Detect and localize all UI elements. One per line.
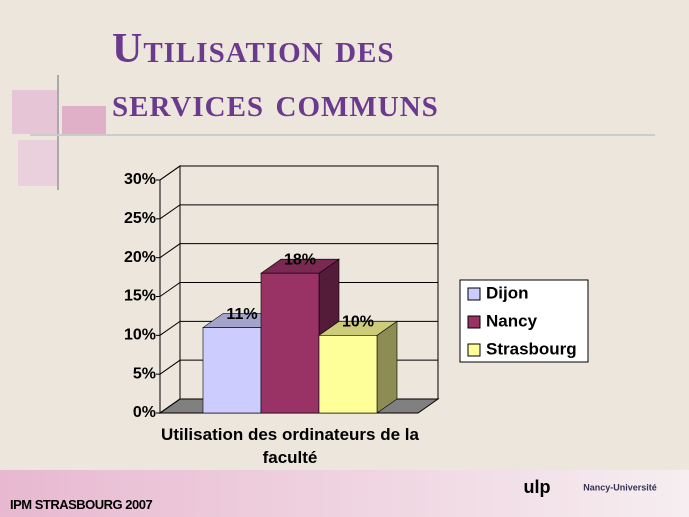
legend-swatch (467, 287, 481, 301)
y-tick-label: 20% (124, 249, 156, 266)
y-tick-label: 0% (133, 404, 156, 421)
footer-band (0, 470, 689, 517)
bar (318, 335, 378, 414)
y-tick-label: 10% (124, 327, 156, 344)
y-tick-label: 15% (124, 288, 156, 305)
legend-box (459, 279, 589, 363)
x-category-label: Utilisation des ordinateurs de la facult… (161, 425, 419, 467)
grid-line (159, 243, 438, 259)
legend-label: Strasbourg (486, 339, 577, 358)
legend-swatch (467, 343, 481, 357)
logo-text: ulp (524, 477, 551, 497)
logo-text: Nancy-Université (583, 482, 657, 492)
footer-text: IPM STRASBOURG 2007 (10, 497, 153, 512)
decor-square (12, 90, 58, 134)
decor-square (62, 106, 106, 136)
decor-square (18, 140, 58, 186)
data-label: 10% (342, 314, 374, 331)
grid-line (159, 165, 438, 181)
data-label: 11% (226, 306, 257, 323)
y-tick-label: 5% (133, 365, 156, 382)
legend-swatch (467, 315, 481, 329)
legend-label: Dijon (486, 283, 529, 302)
bar (202, 327, 262, 414)
bar (260, 272, 320, 414)
slide-title: Utilisation des services communs (112, 26, 439, 126)
y-tick-label: 25% (124, 210, 156, 227)
grid-line (159, 204, 438, 220)
y-tick-label: 30% (124, 171, 156, 188)
bar-side (376, 320, 398, 414)
legend-label: Nancy (486, 311, 538, 330)
data-label: 18% (284, 251, 316, 268)
grid-line (159, 282, 438, 297)
